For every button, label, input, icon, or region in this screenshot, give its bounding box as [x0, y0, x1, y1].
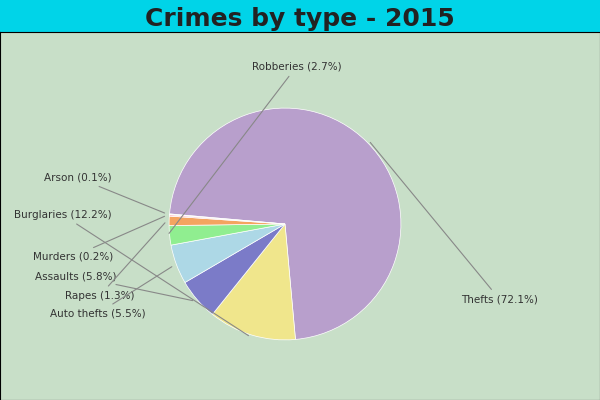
Wedge shape — [171, 224, 285, 282]
Text: Thefts (72.1%): Thefts (72.1%) — [370, 142, 538, 304]
Text: Burglaries (12.2%): Burglaries (12.2%) — [14, 210, 248, 336]
Text: Crimes by type - 2015: Crimes by type - 2015 — [145, 7, 455, 31]
Wedge shape — [212, 224, 295, 340]
Wedge shape — [169, 224, 285, 245]
Text: Auto thefts (5.5%): Auto thefts (5.5%) — [50, 267, 172, 318]
Wedge shape — [185, 224, 285, 314]
Wedge shape — [170, 108, 401, 340]
Wedge shape — [169, 214, 285, 224]
Wedge shape — [169, 216, 285, 226]
Wedge shape — [169, 215, 285, 224]
Text: Murders (0.2%): Murders (0.2%) — [33, 216, 164, 262]
Text: Rapes (1.3%): Rapes (1.3%) — [65, 223, 165, 301]
Text: Robberies (2.7%): Robberies (2.7%) — [169, 61, 341, 233]
Text: Arson (0.1%): Arson (0.1%) — [44, 173, 164, 213]
Text: Assaults (5.8%): Assaults (5.8%) — [35, 271, 193, 301]
